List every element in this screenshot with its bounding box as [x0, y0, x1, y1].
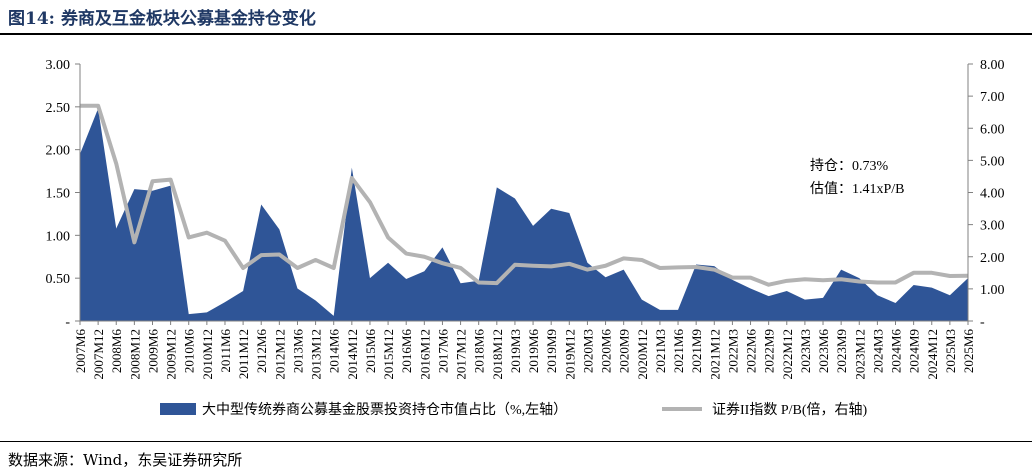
- x-tick-label: 2007M12: [91, 329, 106, 380]
- right-tick-label: 1.00: [980, 283, 1005, 298]
- x-tick-label: 2022M9: [762, 329, 777, 373]
- x-tick-label: 2014M6: [327, 329, 342, 374]
- x-tick-label: 2018M12: [490, 329, 505, 380]
- x-tick-label: 2020M9: [617, 329, 632, 373]
- x-tick-label: 2020M3: [580, 329, 595, 373]
- x-tick-label: 2012M12: [272, 329, 287, 380]
- x-tick-label: 2017M6: [435, 329, 450, 374]
- x-tick-label: 2021M3: [653, 329, 668, 373]
- x-tick-label: 2008M6: [109, 329, 124, 374]
- right-tick-label: -: [980, 315, 985, 330]
- left-tick-label: 2.50: [46, 101, 71, 116]
- x-tick-label: 2007M6: [73, 329, 88, 374]
- x-tick-label: 2012M6: [254, 329, 269, 374]
- x-tick-label: 2013M6: [290, 329, 305, 374]
- left-tick-label: 2.00: [46, 144, 71, 159]
- annotation-valuation: 估值：1.41xP/B: [810, 181, 905, 197]
- axes: - 0.50 1.00 1.50 2.00 2.50 3.00 - 1.00 2.00 3.00 4.…: [46, 58, 1005, 330]
- x-tick-label: 2022M6: [744, 329, 759, 374]
- line-series-pb-valuation: [80, 103, 969, 287]
- right-tick-label: 3.00: [980, 219, 1005, 234]
- x-tick-label: 2021M6: [671, 329, 686, 374]
- x-tick-label: 2011M6: [218, 329, 233, 373]
- right-tick-label: 6.00: [980, 122, 1005, 137]
- x-tick-label: 2016M12: [417, 329, 432, 380]
- x-tick-label: 2010M12: [200, 329, 215, 380]
- x-tick-label: 2024M3: [870, 329, 885, 373]
- figure-title-text: 券商及互金板块公募基金持仓变化: [60, 9, 316, 29]
- x-tick-label: 2019M3: [508, 329, 523, 373]
- x-tick-label: 2025M6: [961, 329, 976, 374]
- data-source-note: 数据来源：Wind，东吴证券研究所: [8, 451, 243, 469]
- x-tick-label: 2021M9: [689, 329, 704, 373]
- x-tick-labels: 2007M6 2007M12 2008M6 2008M12 2009M6 2009M12 2…: [73, 329, 976, 380]
- line-series-layer: [80, 103, 969, 287]
- right-tick-label: 8.00: [980, 58, 1005, 73]
- annotation: 持仓：0.73% 估值：1.41xP/B: [810, 158, 905, 197]
- left-tick-label: -: [65, 315, 70, 330]
- x-tick-label: 2015M12: [381, 329, 396, 380]
- annotation-holding: 持仓：0.73%: [810, 158, 888, 174]
- bottom-rule: [0, 441, 1032, 442]
- chart: - 0.50 1.00 1.50 2.00 2.50 3.00 - 1.00 2.00 3.00 4.…: [46, 58, 1005, 418]
- x-tick-label: 2008M12: [127, 329, 142, 380]
- x-tick-label: 2024M6: [889, 329, 904, 374]
- x-tick-label: 2023M9: [834, 329, 849, 373]
- legend-area-label: 大中型传统券商公募基金股票投资持仓市值占比（%,左轴）: [202, 401, 567, 418]
- x-tick-label: 2010M6: [182, 329, 197, 374]
- left-tick-label: 3.00: [46, 58, 71, 73]
- x-tick-label: 2013M12: [309, 329, 324, 380]
- x-tick-label: 2023M12: [852, 329, 867, 380]
- x-tick-label: 2024M12: [925, 329, 940, 380]
- figure-title: 图14: 券商及互金板块公募基金持仓变化: [8, 4, 316, 29]
- x-tick-label: 2011M12: [236, 329, 251, 379]
- legend-line-label: 证券II指数 P/B(倍，右轴): [712, 402, 867, 418]
- x-tick-label: 2019M12: [562, 329, 577, 380]
- x-tick-label: 2014M12: [345, 329, 360, 380]
- legend-area-swatch: [160, 403, 196, 415]
- figure-number: 图14:: [8, 9, 55, 29]
- left-tick-label: 0.50: [46, 272, 71, 287]
- top-rule: [0, 33, 1032, 35]
- right-tick-label: 7.00: [980, 90, 1005, 105]
- x-tick-label: 2024M9: [907, 329, 922, 373]
- x-tick-label: 2023M6: [816, 329, 831, 374]
- x-tick-label: 2022M3: [725, 329, 740, 373]
- x-tick-label: 2020M6: [599, 329, 614, 374]
- left-tick-label: 1.00: [46, 229, 71, 244]
- x-tick-label: 2023M3: [798, 329, 813, 373]
- x-tick-label: 2022M12: [780, 329, 795, 380]
- x-tick-label: 2009M6: [145, 329, 160, 374]
- x-tick-label: 2017M12: [454, 329, 469, 380]
- right-tick-label: 2.00: [980, 251, 1005, 266]
- area-series-layer: [80, 108, 968, 321]
- legend: 大中型传统券商公募基金股票投资持仓市值占比（%,左轴） 证券II指数 P/B(倍…: [160, 401, 867, 418]
- x-tick-label: 2018M6: [472, 329, 487, 374]
- left-tick-label: 1.50: [46, 187, 71, 202]
- x-tick-label: 2009M12: [164, 329, 179, 380]
- right-tick-label: 5.00: [980, 154, 1005, 169]
- x-tick-label: 2025M3: [943, 329, 958, 373]
- x-tick-label: 2019M9: [544, 329, 559, 373]
- x-tick-label: 2021M12: [707, 329, 722, 380]
- x-tick-label: 2016M6: [399, 329, 414, 374]
- area-series-holding-ratio: [80, 108, 968, 321]
- x-tick-label: 2020M12: [635, 329, 650, 380]
- right-tick-label: 4.00: [980, 187, 1005, 202]
- x-tick-label: 2019M6: [526, 329, 541, 374]
- x-tick-label: 2015M6: [363, 329, 378, 374]
